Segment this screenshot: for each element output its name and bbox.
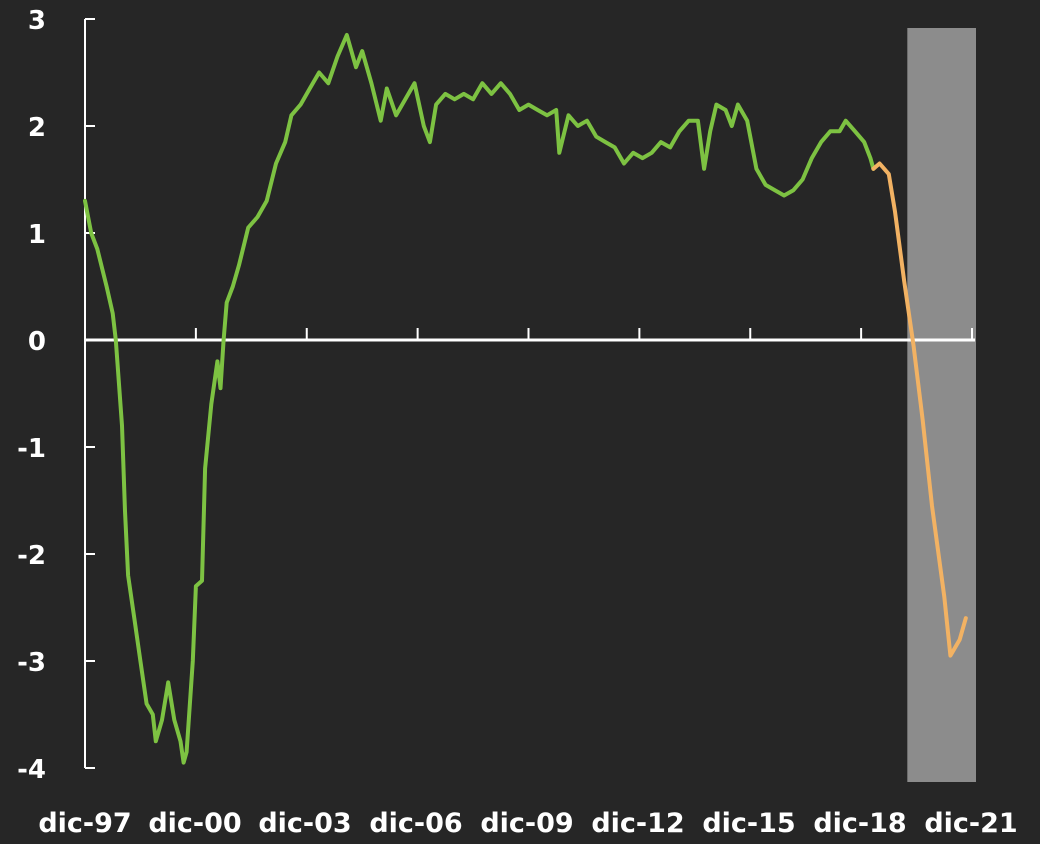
forecast-shaded-region [907,28,976,782]
x-tick-label: dic-03 [258,808,351,839]
x-tick-label: dic-97 [38,808,131,839]
y-tick-label: -1 [17,434,46,464]
y-tick-label: -2 [17,541,46,571]
y-tick-label: 2 [28,113,46,143]
y-tick-label: 1 [28,220,46,250]
x-tick-label: dic-12 [591,808,684,839]
y-tick-label: -3 [17,648,46,678]
series-lines [83,33,968,765]
x-axis-ticks: dic-97 dic-00 dic-03 dic-06 dic-09 dic-12 dic-… [38,328,1018,839]
x-tick-label: dic-00 [148,808,241,839]
axes [84,19,975,768]
x-tick-label: dic-21 [924,808,1017,839]
series-line-forecast [871,161,968,658]
series-line-historical [83,33,876,765]
y-tick-label: 3 [28,6,46,36]
x-tick-label: dic-18 [813,808,906,839]
y-tick-label: 0 [28,327,46,357]
x-tick-label: dic-15 [702,808,795,839]
x-tick-label: dic-09 [480,808,573,839]
y-tick-label: -4 [17,755,46,785]
y-axis-ticks: 3 2 1 0 -1 -2 -3 -4 [17,6,95,785]
x-tick-label: dic-06 [369,808,462,839]
